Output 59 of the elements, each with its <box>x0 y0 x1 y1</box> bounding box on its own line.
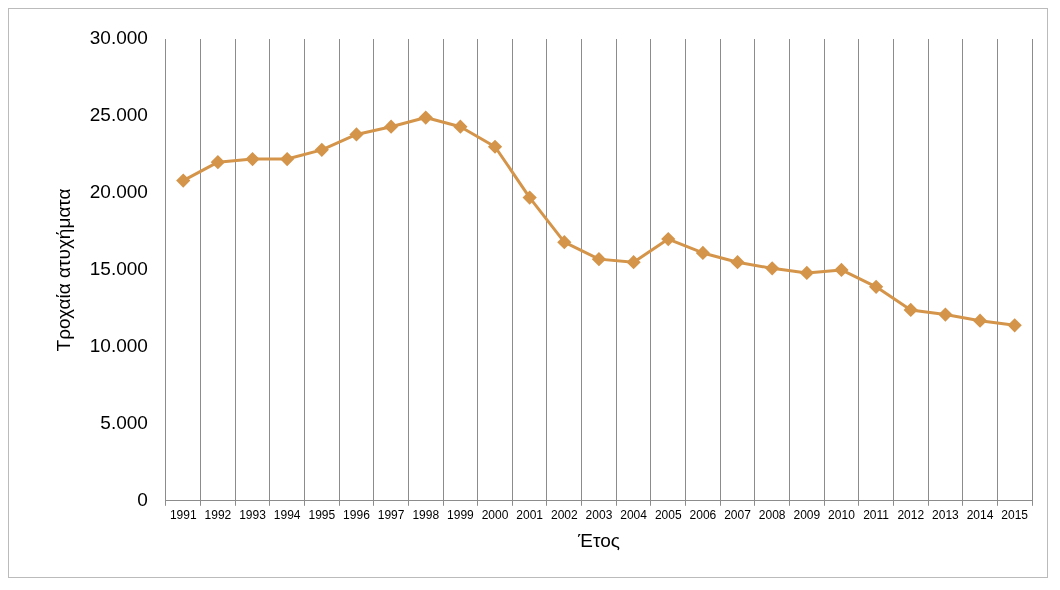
y-tick-label: 5.000 <box>100 412 148 434</box>
point <box>627 255 641 269</box>
x-tick-label: 1994 <box>273 508 301 523</box>
x-tick-label: 2013 <box>932 508 960 523</box>
x-tick-label: 2010 <box>828 508 856 523</box>
x-tick-label: 1991 <box>169 508 197 523</box>
point <box>731 255 745 269</box>
x-tick-label: 2011 <box>863 508 890 523</box>
x-tick-label: 1995 <box>308 508 336 523</box>
point <box>592 252 606 266</box>
x-tick-label: 2009 <box>793 508 821 523</box>
point <box>904 303 918 317</box>
point <box>557 235 571 249</box>
x-tick-label: 1998 <box>412 508 440 523</box>
x-tick-label: 1992 <box>204 508 232 523</box>
point <box>349 127 363 141</box>
y-tick-label: 10.000 <box>89 335 148 357</box>
point <box>384 120 398 134</box>
point <box>176 174 190 188</box>
x-tick-label: 2003 <box>585 508 613 523</box>
point <box>211 155 225 169</box>
x-axis-title: Έτος <box>577 529 620 551</box>
point <box>453 120 467 134</box>
y-tick-label: 20.000 <box>89 181 148 203</box>
x-tick-label: 2015 <box>1001 508 1029 523</box>
point <box>246 152 260 166</box>
x-tick-label: 2008 <box>758 508 786 523</box>
point <box>488 140 502 154</box>
x-tick-label: 2000 <box>481 508 509 523</box>
y-tick-label: 0 <box>137 489 148 511</box>
x-tick-label: 2007 <box>724 508 752 523</box>
x-tick-label: 1997 <box>377 508 405 523</box>
point <box>834 263 848 277</box>
x-tick-label: 2012 <box>897 508 925 523</box>
point <box>315 143 329 157</box>
point <box>696 246 710 260</box>
x-tick-label: 2006 <box>689 508 717 523</box>
x-tick-label: 2005 <box>654 508 682 523</box>
point <box>973 314 987 328</box>
point <box>938 308 952 322</box>
x-tick-label: 1996 <box>343 508 371 523</box>
y-tick-label: 15.000 <box>89 258 148 280</box>
point <box>523 191 537 205</box>
y-axis-title: Τροχαία ατυχήματα <box>52 188 74 352</box>
point <box>765 261 779 275</box>
point <box>280 152 294 166</box>
point <box>800 266 814 280</box>
point <box>419 111 433 125</box>
x-tick-label: 2001 <box>516 508 544 523</box>
x-tick-label: 2004 <box>620 508 648 523</box>
point <box>1008 318 1022 332</box>
x-tick-label: 2014 <box>966 508 994 523</box>
y-tick-label: 25.000 <box>89 104 148 126</box>
x-tick-label: 1999 <box>447 508 475 523</box>
point <box>869 280 883 294</box>
y-tick-label: 30.000 <box>89 27 148 49</box>
x-tick-label: 1993 <box>239 508 267 523</box>
point <box>661 232 675 246</box>
x-tick-label: 2002 <box>550 508 578 523</box>
